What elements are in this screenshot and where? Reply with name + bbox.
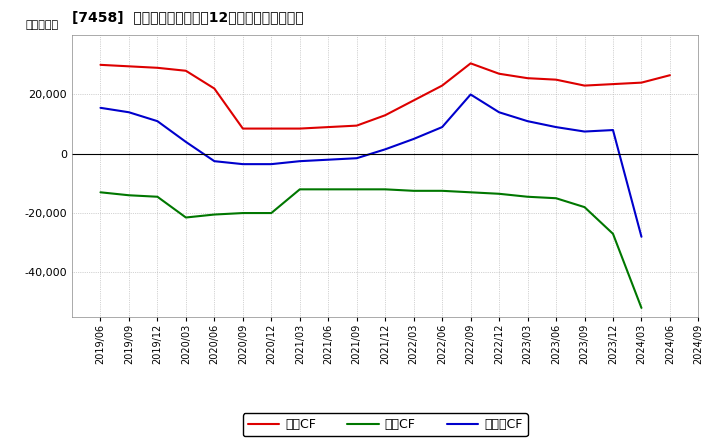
営業CF	[96, 62, 105, 67]
投資CF	[181, 215, 190, 220]
フリーCF	[352, 156, 361, 161]
営業CF	[580, 83, 589, 88]
営業CF	[467, 61, 475, 66]
フリーCF	[181, 139, 190, 145]
営業CF	[523, 76, 532, 81]
投資CF	[125, 193, 133, 198]
営業CF	[495, 71, 503, 77]
Legend: 営業CF, 投資CF, フリーCF: 営業CF, 投資CF, フリーCF	[243, 413, 528, 436]
フリーCF	[608, 128, 617, 133]
投資CF	[96, 190, 105, 195]
フリーCF	[125, 110, 133, 115]
フリーCF	[238, 161, 247, 167]
フリーCF	[210, 158, 219, 164]
フリーCF	[495, 110, 503, 115]
フリーCF	[637, 234, 646, 239]
Text: [7458]  キャッシュフローの12か月移動合計の推移: [7458] キャッシュフローの12か月移動合計の推移	[72, 10, 304, 24]
投資CF	[295, 187, 304, 192]
フリーCF	[552, 125, 560, 130]
フリーCF	[410, 136, 418, 142]
フリーCF	[153, 118, 162, 124]
営業CF	[438, 83, 446, 88]
投資CF	[438, 188, 446, 194]
Line: 投資CF: 投資CF	[101, 189, 642, 308]
フリーCF	[381, 147, 390, 152]
営業CF	[637, 80, 646, 85]
投資CF	[238, 210, 247, 216]
フリーCF	[438, 125, 446, 130]
投資CF	[324, 187, 333, 192]
投資CF	[523, 194, 532, 199]
Line: フリーCF: フリーCF	[101, 95, 642, 237]
フリーCF	[267, 161, 276, 167]
投資CF	[552, 196, 560, 201]
投資CF	[381, 187, 390, 192]
フリーCF	[324, 157, 333, 162]
フリーCF	[295, 158, 304, 164]
投資CF	[153, 194, 162, 199]
投資CF	[467, 190, 475, 195]
営業CF	[324, 125, 333, 130]
フリーCF	[467, 92, 475, 97]
フリーCF	[523, 118, 532, 124]
投資CF	[608, 231, 617, 236]
営業CF	[410, 98, 418, 103]
営業CF	[352, 123, 361, 128]
投資CF	[637, 305, 646, 311]
投資CF	[410, 188, 418, 194]
営業CF	[238, 126, 247, 131]
営業CF	[552, 77, 560, 82]
フリーCF	[580, 129, 589, 134]
営業CF	[608, 81, 617, 87]
Line: 営業CF: 営業CF	[101, 63, 670, 128]
営業CF	[153, 65, 162, 70]
営業CF	[665, 73, 674, 78]
営業CF	[210, 86, 219, 91]
営業CF	[267, 126, 276, 131]
投資CF	[210, 212, 219, 217]
営業CF	[295, 126, 304, 131]
投資CF	[267, 210, 276, 216]
投資CF	[580, 205, 589, 210]
営業CF	[381, 113, 390, 118]
Text: （百万円）: （百万円）	[25, 19, 58, 29]
営業CF	[181, 68, 190, 73]
投資CF	[495, 191, 503, 196]
投資CF	[352, 187, 361, 192]
フリーCF	[96, 105, 105, 110]
営業CF	[125, 64, 133, 69]
